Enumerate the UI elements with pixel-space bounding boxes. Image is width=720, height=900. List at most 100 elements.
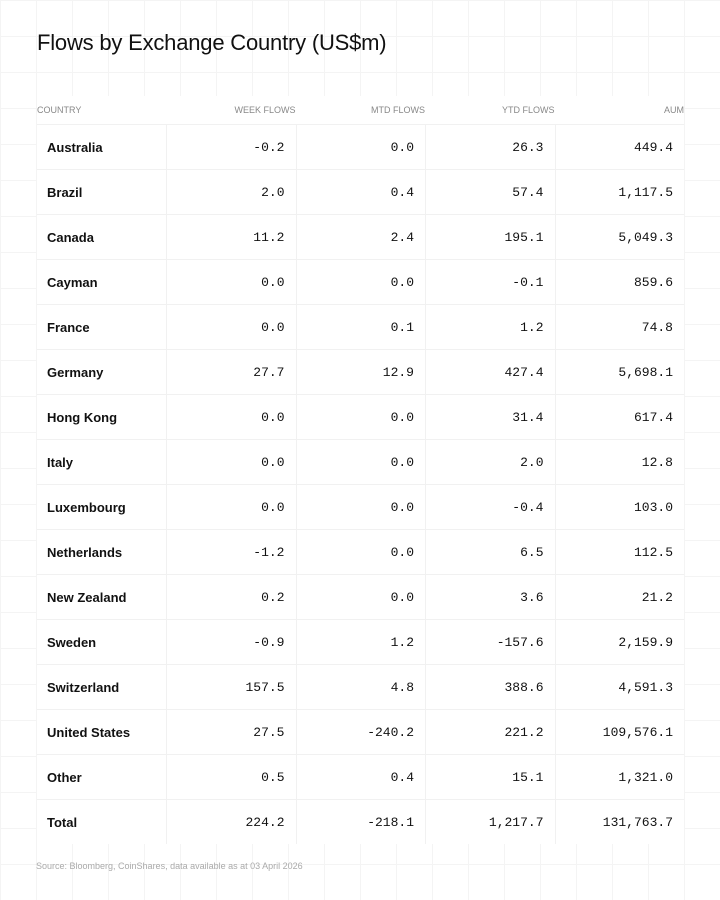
table-row: Total 224.2 -218.1 1,217.7 131,763.7 bbox=[37, 799, 684, 844]
cell-ytd-flows: 57.4 bbox=[425, 170, 555, 214]
cell-ytd-flows: 388.6 bbox=[425, 665, 555, 709]
cell-mtd-flows: 0.0 bbox=[295, 125, 426, 169]
cell-ytd-flows: 427.4 bbox=[425, 350, 555, 394]
cell-ytd-flows: -0.4 bbox=[425, 485, 555, 529]
table-row: Germany 27.7 12.9 427.4 5,698.1 bbox=[37, 349, 684, 394]
cell-aum: 1,117.5 bbox=[554, 170, 685, 214]
cell-country: Switzerland bbox=[47, 679, 120, 695]
cell-aum: 449.4 bbox=[554, 125, 685, 169]
header-aum: AUM bbox=[664, 105, 684, 115]
source-note: Source: Bloomberg, CoinShares, data avai… bbox=[36, 861, 303, 871]
table-row: New Zealand 0.2 0.0 3.6 21.2 bbox=[37, 574, 684, 619]
table-row: United States 27.5 -240.2 221.2 109,576.1 bbox=[37, 709, 684, 754]
table-row: Netherlands -1.2 0.0 6.5 112.5 bbox=[37, 529, 684, 574]
cell-mtd-flows: -240.2 bbox=[295, 710, 426, 754]
cell-aum: 21.2 bbox=[554, 575, 685, 619]
cell-aum: 859.6 bbox=[554, 260, 685, 304]
cell-ytd-flows: 26.3 bbox=[425, 125, 555, 169]
cell-week-flows: 0.5 bbox=[166, 755, 296, 799]
cell-ytd-flows: 3.6 bbox=[425, 575, 555, 619]
cell-mtd-flows: 2.4 bbox=[295, 215, 426, 259]
table-header: COUNTRY WEEK FLOWS MTD FLOWS YTD FLOWS A… bbox=[37, 96, 684, 124]
header-mtd-flows: MTD FLOWS bbox=[371, 105, 425, 115]
cell-country: Canada bbox=[47, 229, 94, 245]
cell-week-flows: 2.0 bbox=[166, 170, 296, 214]
cell-mtd-flows: 0.0 bbox=[295, 530, 426, 574]
header-country: COUNTRY bbox=[37, 105, 82, 115]
cell-mtd-flows: 0.0 bbox=[295, 260, 426, 304]
cell-ytd-flows: -0.1 bbox=[425, 260, 555, 304]
cell-ytd-flows: 31.4 bbox=[425, 395, 555, 439]
cell-aum: 12.8 bbox=[554, 440, 685, 484]
flows-table: COUNTRY WEEK FLOWS MTD FLOWS YTD FLOWS A… bbox=[37, 96, 684, 844]
cell-country: Other bbox=[47, 769, 82, 785]
cell-country: Hong Kong bbox=[47, 409, 118, 425]
cell-aum: 1,321.0 bbox=[554, 755, 685, 799]
cell-week-flows: -1.2 bbox=[166, 530, 296, 574]
cell-country: New Zealand bbox=[47, 589, 127, 605]
cell-ytd-flows: 15.1 bbox=[425, 755, 555, 799]
cell-country: Italy bbox=[47, 454, 74, 470]
table-row: Australia -0.2 0.0 26.3 449.4 bbox=[37, 124, 684, 169]
cell-ytd-flows: 6.5 bbox=[425, 530, 555, 574]
cell-aum: 5,698.1 bbox=[554, 350, 685, 394]
table-row: Hong Kong 0.0 0.0 31.4 617.4 bbox=[37, 394, 684, 439]
cell-country: Brazil bbox=[47, 184, 83, 200]
cell-aum: 4,591.3 bbox=[554, 665, 685, 709]
cell-aum: 617.4 bbox=[554, 395, 685, 439]
cell-week-flows: 224.2 bbox=[166, 800, 296, 844]
cell-mtd-flows: 0.4 bbox=[295, 170, 426, 214]
table-row: Other 0.5 0.4 15.1 1,321.0 bbox=[37, 754, 684, 799]
table-row: Switzerland 157.5 4.8 388.6 4,591.3 bbox=[37, 664, 684, 709]
cell-aum: 103.0 bbox=[554, 485, 685, 529]
cell-aum: 74.8 bbox=[554, 305, 685, 349]
cell-week-flows: 0.0 bbox=[166, 485, 296, 529]
cell-week-flows: 0.0 bbox=[166, 260, 296, 304]
cell-week-flows: 0.2 bbox=[166, 575, 296, 619]
cell-country: Australia bbox=[47, 139, 103, 155]
table-row: Italy 0.0 0.0 2.0 12.8 bbox=[37, 439, 684, 484]
table-row: Sweden -0.9 1.2 -157.6 2,159.9 bbox=[37, 619, 684, 664]
table-row: Luxembourg 0.0 0.0 -0.4 103.0 bbox=[37, 484, 684, 529]
cell-mtd-flows: 0.0 bbox=[295, 485, 426, 529]
cell-week-flows: 0.0 bbox=[166, 440, 296, 484]
cell-mtd-flows: 0.0 bbox=[295, 395, 426, 439]
cell-week-flows: 11.2 bbox=[166, 215, 296, 259]
cell-week-flows: 157.5 bbox=[166, 665, 296, 709]
cell-mtd-flows: 4.8 bbox=[295, 665, 426, 709]
cell-mtd-flows: 12.9 bbox=[295, 350, 426, 394]
cell-mtd-flows: 0.4 bbox=[295, 755, 426, 799]
header-week-flows: WEEK FLOWS bbox=[234, 105, 296, 115]
cell-mtd-flows: 0.0 bbox=[295, 575, 426, 619]
cell-ytd-flows: 195.1 bbox=[425, 215, 555, 259]
cell-country: Total bbox=[47, 814, 78, 830]
header-ytd-flows: YTD FLOWS bbox=[501, 105, 555, 115]
cell-aum: 5,049.3 bbox=[554, 215, 685, 259]
table-row: Canada 11.2 2.4 195.1 5,049.3 bbox=[37, 214, 684, 259]
cell-country: Germany bbox=[47, 364, 104, 380]
cell-ytd-flows: 2.0 bbox=[425, 440, 555, 484]
cell-aum: 109,576.1 bbox=[554, 710, 685, 754]
cell-mtd-flows: 1.2 bbox=[295, 620, 426, 664]
cell-week-flows: 0.0 bbox=[166, 305, 296, 349]
cell-country: Netherlands bbox=[47, 544, 123, 560]
cell-aum: 112.5 bbox=[554, 530, 685, 574]
cell-aum: 131,763.7 bbox=[554, 800, 685, 844]
cell-country: United States bbox=[47, 724, 131, 740]
cell-ytd-flows: 1,217.7 bbox=[425, 800, 555, 844]
cell-week-flows: -0.9 bbox=[166, 620, 296, 664]
cell-ytd-flows: 1.2 bbox=[425, 305, 555, 349]
cell-week-flows: 27.7 bbox=[166, 350, 296, 394]
cell-week-flows: 0.0 bbox=[166, 395, 296, 439]
cell-aum: 2,159.9 bbox=[554, 620, 685, 664]
cell-mtd-flows: -218.1 bbox=[295, 800, 426, 844]
cell-country: Sweden bbox=[47, 634, 97, 650]
table-row: Brazil 2.0 0.4 57.4 1,117.5 bbox=[37, 169, 684, 214]
cell-ytd-flows: 221.2 bbox=[425, 710, 555, 754]
cell-country: Cayman bbox=[47, 274, 98, 290]
cell-country: Luxembourg bbox=[47, 499, 126, 515]
cell-mtd-flows: 0.1 bbox=[295, 305, 426, 349]
cell-ytd-flows: -157.6 bbox=[425, 620, 555, 664]
chart-title: Flows by Exchange Country (US$m) bbox=[37, 30, 387, 55]
cell-week-flows: 27.5 bbox=[166, 710, 296, 754]
